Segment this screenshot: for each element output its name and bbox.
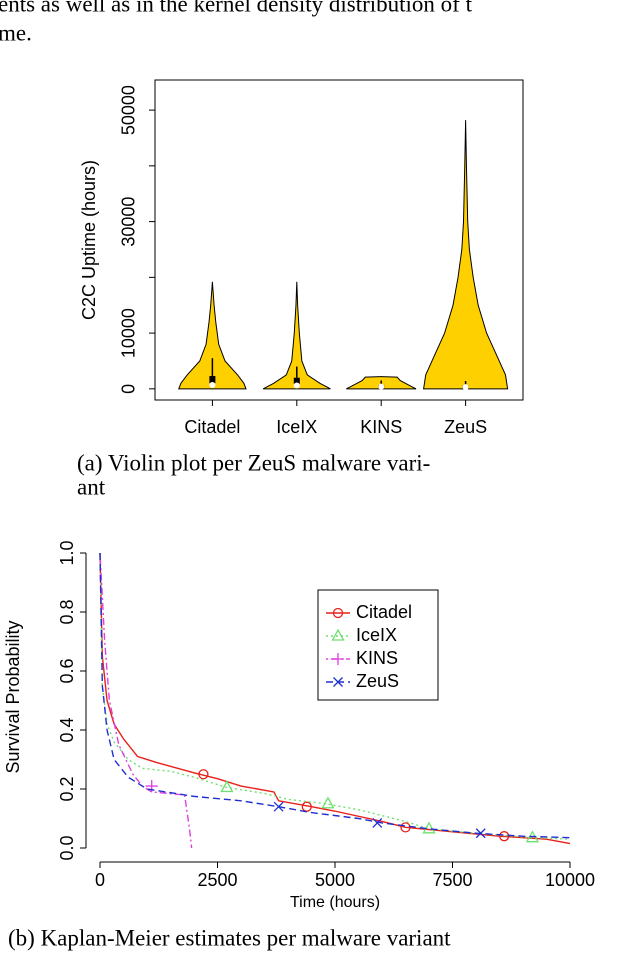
- x-tick-label: 10000: [545, 870, 595, 890]
- marker: [321, 796, 335, 809]
- x-tick-label: KINS: [360, 417, 402, 437]
- caption: (a) Violin plot per ZeuS malware vari-: [77, 450, 430, 475]
- survival-curve: [99, 552, 193, 849]
- intro-text: me.: [0, 20, 32, 45]
- box: [209, 376, 216, 384]
- y-axis-label: C2C Uptime (hours): [79, 160, 99, 320]
- legend-marker: [332, 653, 344, 665]
- median: [209, 381, 216, 388]
- plot-frame: [154, 79, 524, 401]
- legend-label: KINS: [356, 648, 398, 668]
- marker: [220, 780, 234, 793]
- x-tick-label: 0: [95, 870, 105, 890]
- median: [293, 382, 300, 389]
- violin: [423, 120, 509, 390]
- x-tick-label: 2500: [197, 870, 237, 890]
- x-tick-label: Citadel: [184, 417, 240, 437]
- x-tick-label: ZeuS: [444, 417, 487, 437]
- y-tick-label: 0.4: [57, 717, 77, 742]
- y-tick-label: 10000: [119, 308, 139, 358]
- marker: [372, 817, 383, 828]
- survival-curve: [99, 552, 571, 845]
- legend-marker: [331, 628, 345, 641]
- legend-marker: [332, 607, 344, 619]
- median: [378, 383, 385, 390]
- marker: [198, 769, 209, 780]
- y-tick-label: 0.8: [57, 599, 77, 624]
- x-tick-label: 7500: [432, 870, 472, 890]
- marker: [499, 831, 510, 842]
- violin: [178, 281, 247, 390]
- legend-label: IceIX: [356, 625, 397, 645]
- y-axis-label: Survival Probability: [3, 620, 23, 773]
- y-tick-label: 0.6: [57, 658, 77, 683]
- y-tick-label: 0.0: [57, 835, 77, 860]
- y-tick-label: 0: [119, 384, 139, 394]
- survival-curve: [99, 552, 571, 839]
- legend-label: Citadel: [356, 602, 412, 622]
- x-tick-label: 5000: [315, 870, 355, 890]
- y-tick-label: 50000: [119, 85, 139, 135]
- caption: (b) Kaplan-Meier estimates per malware v…: [8, 925, 451, 950]
- x-tick-label: IceIX: [276, 417, 317, 437]
- legend-marker: [333, 677, 343, 687]
- intro-text: ents as well as in the kernel density di…: [0, 0, 473, 16]
- violin: [262, 281, 331, 390]
- y-tick-label: 30000: [119, 197, 139, 247]
- box: [293, 377, 300, 384]
- y-tick-label: 1.0: [57, 540, 77, 565]
- median: [462, 384, 469, 391]
- marker: [475, 828, 486, 839]
- marker: [273, 801, 284, 812]
- legend-label: ZeuS: [356, 671, 399, 691]
- y-tick-label: 0.2: [57, 776, 77, 801]
- caption: ant: [77, 474, 106, 499]
- x-axis-label: Time (hours): [290, 894, 380, 911]
- marker: [400, 822, 411, 833]
